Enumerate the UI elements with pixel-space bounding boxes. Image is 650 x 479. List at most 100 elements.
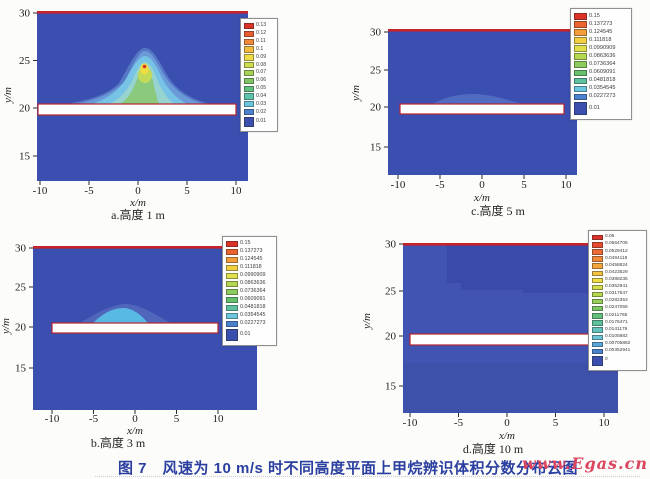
- legend-entry: 0.05: [244, 85, 274, 92]
- legend-value: 0.0352941: [605, 284, 628, 290]
- legend-color-swatch: [226, 297, 238, 304]
- plume-peak-dot: [142, 64, 147, 69]
- x-axis-label: x/m: [498, 430, 515, 442]
- legend-value: 0.0227273: [589, 93, 616, 100]
- legend-entry: 0.07: [244, 70, 274, 77]
- legend-entry: 0.03: [244, 100, 274, 108]
- legend-color-swatch: [592, 235, 603, 241]
- legend-color-swatch: [592, 313, 603, 319]
- legend-entry: 0.0564706: [592, 242, 643, 248]
- obstacle-bar: [399, 103, 565, 115]
- legend-color-swatch: [574, 85, 587, 93]
- legend-value: 0.0423529: [605, 269, 628, 275]
- legend-value: 0.0354545: [589, 85, 616, 92]
- x-tick-label: -5: [454, 417, 464, 429]
- legend-value: 0.0609091: [240, 296, 266, 303]
- y-tick-label: 15: [370, 142, 382, 154]
- panel-d-plot: 30 25 20 15 -10 -5 0 5 10 x/m y/m d.高度 1…: [361, 239, 618, 456]
- y-tick-label: 25: [385, 286, 397, 298]
- legend-color-swatch: [226, 281, 238, 288]
- legend-color-swatch: [244, 85, 254, 92]
- legend-value: 0.0609091: [589, 69, 616, 76]
- legend-entry: 0.0609091: [574, 69, 628, 77]
- legend-entry: 0.124545: [226, 256, 273, 264]
- legend-entry: 0.06: [592, 234, 643, 241]
- legend-entry: 0.137273: [574, 21, 628, 28]
- x-tick-marks: [409, 413, 605, 417]
- plume-contours: [80, 303, 172, 323]
- y-tick-label: 25: [15, 282, 27, 294]
- legend-value: 0.04: [256, 92, 267, 99]
- plume-level-6: [140, 63, 149, 75]
- x-tick-marks: [39, 181, 237, 185]
- legend-entry: 0.0317647: [592, 291, 643, 298]
- legend-color-swatch: [226, 249, 238, 256]
- legend-entry: 0.11: [244, 38, 274, 45]
- legend-entry: 0.0423529: [592, 269, 643, 276]
- legend-entry: 0.0458824: [592, 262, 643, 269]
- legend-d: 0.06 0.0564706 0.0529412 0.0494118 0.0458824…: [588, 230, 647, 371]
- legend-color-swatch: [244, 109, 254, 116]
- legend-color-swatch: [592, 291, 603, 298]
- legend-value: 0.03: [256, 100, 267, 107]
- x-tick-label: 0: [135, 185, 141, 197]
- legend-value: 0.1: [256, 45, 264, 52]
- legend-value: 0.01: [589, 104, 600, 111]
- y-tick-label: 25: [19, 55, 31, 67]
- legend-color-swatch: [244, 62, 254, 69]
- legend-value: 0.05: [256, 85, 267, 92]
- legend-color-swatch: [592, 355, 603, 366]
- legend-value: 0.137273: [589, 20, 613, 27]
- y-tick-label: 20: [370, 102, 382, 114]
- legend-color-swatch: [592, 298, 603, 305]
- y-axis-label: y/m: [2, 87, 14, 104]
- y-tick-label: 30: [385, 239, 397, 251]
- legend-entry: 0.01: [244, 116, 274, 127]
- panel-b-plot: 30 25 20 15 -10 -5 0 5 10 x/m y/m b.高度 3…: [0, 243, 257, 450]
- domain-top-boundary: [33, 246, 257, 249]
- legend-color-swatch: [226, 273, 238, 280]
- legend-value: 0.06: [605, 234, 615, 240]
- legend-color-swatch: [226, 289, 238, 296]
- subplot-caption: d.高度 10 m: [463, 441, 524, 456]
- x-tick-label: 0: [479, 179, 485, 191]
- legend-entry: 0.0494118: [592, 256, 643, 262]
- legend-entry: 0.0990909: [226, 273, 273, 280]
- legend-entry: 0.0736364: [226, 289, 273, 296]
- legend-color-swatch: [592, 256, 603, 262]
- legend-color-swatch: [592, 242, 603, 248]
- legend-value: 0.111818: [589, 36, 612, 43]
- legend-entry: 0.00352941: [592, 348, 643, 355]
- plume-level-2: [93, 308, 148, 323]
- x-tick-label: 5: [184, 185, 190, 197]
- x-axis-label: x/m: [129, 197, 146, 209]
- legend-color-swatch: [592, 249, 603, 255]
- legend-value: 0.0863636: [589, 52, 616, 59]
- y-tick-label: 30: [15, 243, 27, 255]
- legend-entry: 0.0227273: [574, 94, 628, 101]
- x-tick-marks: [51, 410, 219, 414]
- legend-entry: 0.12: [244, 31, 274, 38]
- legend-value: 0.0105882: [605, 333, 628, 339]
- legend-value: 0.02: [256, 108, 267, 115]
- legend-entry: 0.13: [244, 23, 274, 30]
- y-tick-label: 20: [385, 331, 397, 343]
- legend-entry: 0.06: [244, 78, 274, 84]
- legend-entry: 0.0247059: [592, 306, 643, 312]
- y-tick-marks: [384, 31, 388, 148]
- y-axis-label: y/m: [0, 318, 12, 335]
- legend-a: 0.13 0.12 0.11 0.1 0.09 0.08 0.07 0.06 0.05 0.04 0…: [240, 18, 278, 132]
- panel-c-plot: 30 25 20 15 -10 -5 0 5 10 x/m y/m c.高度 5…: [350, 27, 577, 218]
- legend-value: 0.124545: [240, 256, 263, 263]
- legend-color-swatch: [244, 101, 254, 108]
- legend-value: 0.01: [240, 331, 251, 338]
- legend-color-swatch: [226, 321, 238, 328]
- legend-entry: 0.0609091: [226, 296, 273, 304]
- y-tick-label: 30: [370, 27, 382, 39]
- legend-value: 0.0458824: [605, 262, 628, 268]
- legend-color-swatch: [592, 263, 603, 269]
- x-axis-label: x/m: [126, 425, 143, 437]
- obstacle-bar: [51, 322, 219, 334]
- legend-value: 0.11: [256, 38, 266, 45]
- legend-entry: 0.01: [226, 329, 273, 341]
